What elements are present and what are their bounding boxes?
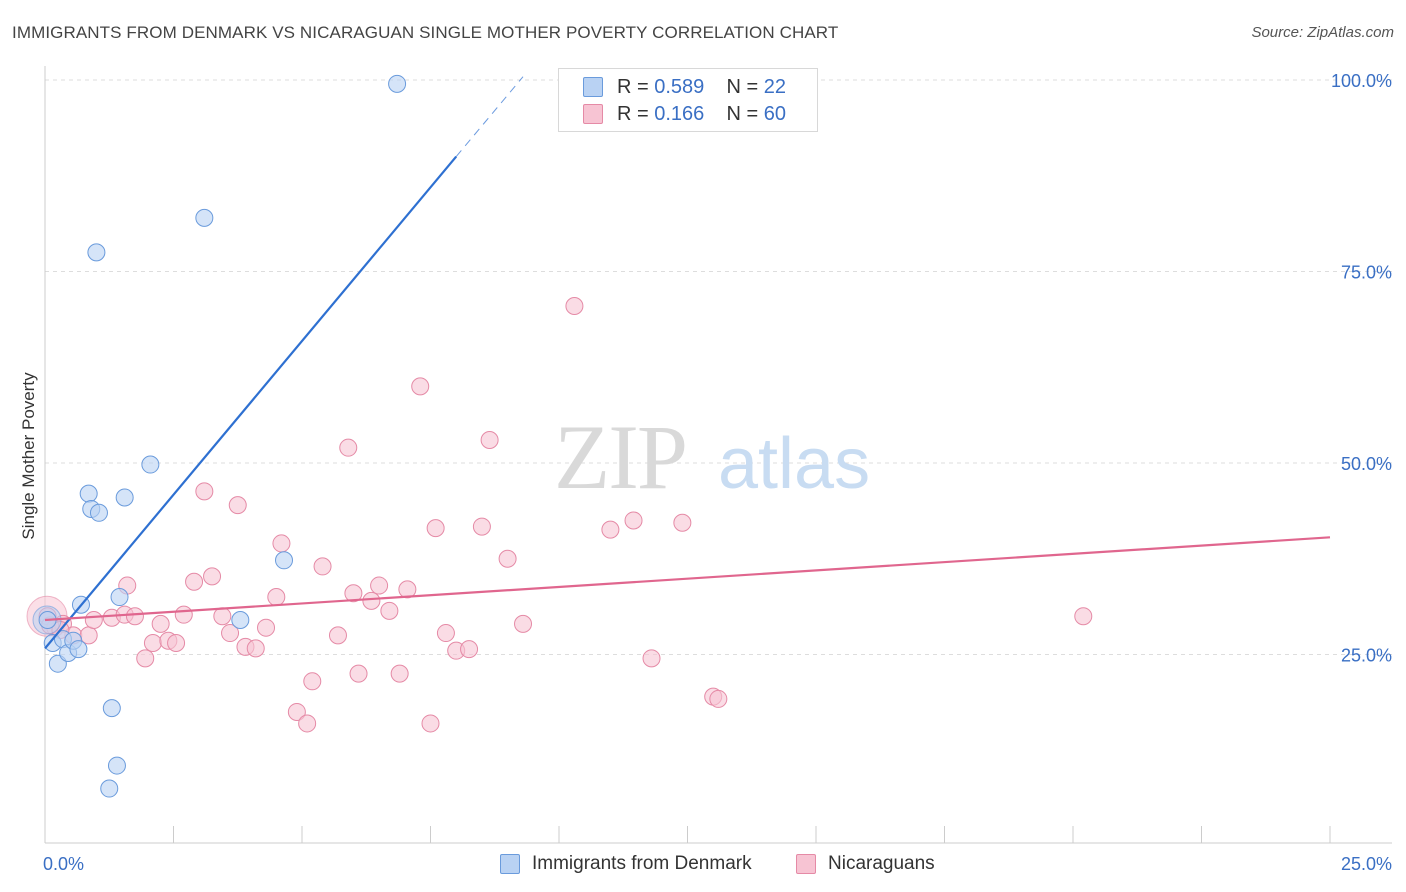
denmark-point — [102, 699, 121, 718]
nicaraguans-point — [125, 607, 144, 626]
y-tick-label: 50.0% — [1341, 454, 1392, 474]
y-axis-label: Single Mother Poverty — [19, 372, 38, 540]
denmark-point — [79, 484, 98, 503]
nicaraguans-point — [287, 702, 306, 721]
nicaraguans-point — [151, 614, 170, 633]
denmark-point — [110, 588, 129, 607]
nicaraguans-point — [167, 634, 186, 653]
nicaraguans-point — [213, 607, 232, 626]
watermark: ZIP atlas — [554, 406, 870, 508]
nicaraguans-point — [480, 431, 499, 450]
legend-swatch-pink — [796, 854, 816, 874]
nicaraguans-point — [221, 624, 240, 643]
legend-swatch-pink — [583, 104, 603, 124]
denmark-point — [87, 243, 106, 262]
nicaraguans-point — [267, 588, 286, 607]
nicaraguans-point — [380, 601, 399, 620]
nicaraguans-point — [246, 639, 265, 658]
nicaraguans-point — [642, 649, 661, 668]
nicaraguans-point — [298, 714, 317, 733]
nicaraguans-point — [344, 584, 363, 603]
gridlines — [45, 79, 1392, 655]
nicaraguans-point — [362, 591, 381, 610]
nicaraguans-point — [1074, 607, 1093, 626]
legend-r-label: R = — [617, 75, 649, 98]
nicaraguans-point — [174, 605, 193, 624]
nicaraguans-point — [257, 618, 276, 637]
denmark-trend-extension — [455, 76, 524, 157]
nicaraguans-point — [436, 624, 455, 643]
legend-n-value: 60 — [763, 102, 787, 125]
tick-labels: 25.0% 50.0% 75.0% 100.0% 0.0% 25.0% — [43, 71, 1392, 874]
denmark-point — [275, 551, 294, 570]
watermark-zip: ZIP — [554, 406, 686, 508]
legend-n-label: N = — [726, 102, 759, 125]
nicaraguans-point — [228, 496, 247, 515]
nicaraguans-point — [421, 714, 440, 733]
watermark-atlas: atlas — [718, 424, 870, 504]
legend-n-label: N = — [726, 75, 759, 98]
nicaraguans-point — [370, 576, 389, 595]
nicaraguans-points — [26, 296, 1093, 733]
denmark-point — [141, 455, 160, 474]
denmark-points — [32, 74, 407, 798]
y-tick-label: 75.0% — [1341, 263, 1392, 283]
x-tick-label: 25.0% — [1341, 854, 1392, 874]
axes — [44, 66, 1392, 844]
nicaraguans-point — [303, 672, 322, 691]
legend-swatch-blue — [583, 77, 603, 97]
legend-n-value: 22 — [763, 75, 787, 98]
legend-r-value: 0.589 — [654, 75, 705, 98]
nicaraguans-point — [426, 519, 445, 538]
nicaraguans-point — [203, 567, 222, 586]
nicaraguans-point — [143, 634, 162, 653]
nicaraguans-point — [313, 557, 332, 576]
series-legend-nicaraguans: Nicaraguans — [796, 850, 935, 878]
legend-r-value: 0.166 — [654, 102, 705, 125]
y-tick-label: 25.0% — [1341, 646, 1392, 666]
nicaraguans-point — [565, 296, 584, 315]
denmark-point — [107, 756, 126, 775]
nicaraguans-point — [398, 580, 417, 599]
denmark-point — [195, 208, 214, 227]
legend-label-nicaraguans: Nicaraguans — [828, 853, 935, 874]
nicaraguans-point — [185, 572, 204, 591]
denmark-point — [89, 503, 108, 522]
nicaraguans-point — [601, 520, 620, 539]
nicaraguans-point — [195, 482, 214, 501]
x-tick-label: 0.0% — [43, 854, 84, 874]
denmark-point — [388, 74, 407, 93]
denmark-trend-line — [44, 155, 458, 650]
nicaraguans-point — [460, 640, 479, 659]
nicaraguans-point — [673, 513, 692, 532]
nicaraguans-point — [339, 438, 358, 457]
nicaraguans-point — [390, 664, 409, 683]
nicaraguans-point — [498, 549, 517, 568]
denmark-point — [69, 640, 88, 659]
source-label: Source: ZipAtlas.com — [1251, 24, 1394, 41]
nicaraguans-point — [411, 377, 430, 396]
nicaraguans-point — [514, 614, 533, 633]
nicaraguans-point — [709, 689, 728, 708]
legend-swatch-blue — [500, 854, 520, 874]
nicaraguans-point — [624, 511, 643, 530]
denmark-point — [115, 488, 134, 507]
chart-title: IMMIGRANTS FROM DENMARK VS NICARAGUAN SI… — [12, 23, 839, 42]
denmark-point — [231, 611, 250, 630]
correlation-legend: R = 0.589 N = 22 R = 0.166 N = 60 — [558, 68, 818, 132]
nicaraguans-trend-line — [44, 536, 1331, 622]
series-legend-denmark: Immigrants from Denmark — [500, 850, 752, 878]
legend-r-label: R = — [617, 102, 649, 125]
nicaraguans-point — [272, 534, 291, 553]
denmark-point — [100, 779, 119, 798]
nicaraguans-point — [349, 664, 368, 683]
y-tick-label: 100.0% — [1331, 71, 1392, 91]
legend-label-denmark: Immigrants from Denmark — [532, 853, 752, 874]
nicaraguans-point — [136, 649, 155, 668]
nicaraguans-point — [328, 626, 347, 645]
nicaraguans-point — [84, 611, 103, 630]
nicaraguans-point — [472, 517, 491, 536]
trend-lines — [44, 76, 1331, 650]
